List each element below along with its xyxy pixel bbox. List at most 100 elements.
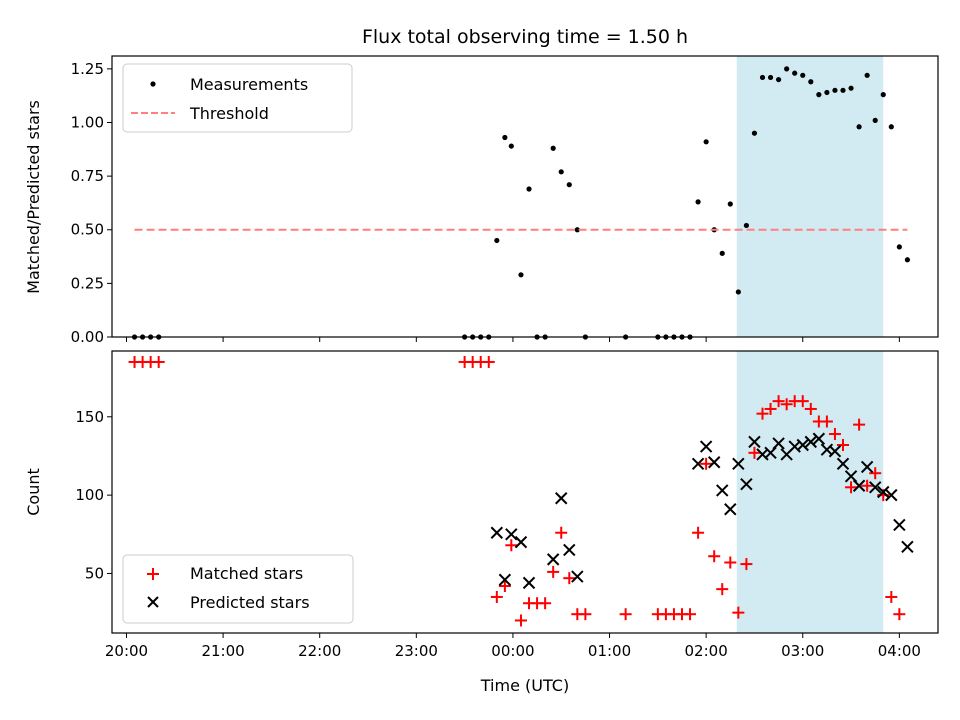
measurement-point: [824, 89, 830, 96]
measurement-point: [526, 186, 532, 192]
measurement-point: [800, 72, 806, 78]
y-tick-label: 0.00: [71, 328, 104, 346]
measurement-point: [784, 66, 790, 72]
top-marks: [131, 66, 911, 340]
matched-stars-point: [505, 539, 518, 552]
measurement-point: [896, 244, 902, 250]
x-tick-label: 01:00: [588, 642, 631, 660]
top-legend: Measurements Threshold: [122, 63, 353, 133]
matched-stars-point: [490, 590, 503, 603]
matched-stars-point: [740, 558, 753, 571]
measurement-point: [832, 87, 838, 93]
x-tick-label: 20:00: [105, 642, 148, 660]
bottom-legend-box: [122, 554, 354, 624]
measurement-point: [566, 182, 572, 188]
measurement-point: [759, 74, 766, 81]
predicted-stars-point: [828, 445, 842, 458]
matched-stars-point: [756, 407, 769, 420]
matched-stars-point: [853, 418, 866, 431]
measurement-point: [743, 222, 749, 229]
top-axes-frame: [111, 55, 939, 338]
matched-stars-point: [708, 550, 721, 563]
measurement-point: [864, 72, 870, 78]
top-y-ticks: 0.00 0.25 0.50 0.75 1.00 1.25: [71, 60, 112, 346]
bottom-marks: [128, 355, 914, 627]
matched-stars-point: [893, 608, 906, 621]
measurement-point: [494, 237, 500, 244]
predicted-stars-point: [772, 437, 785, 450]
bottom-panel: 50 100 150 20:00 21:00 22:00 23:00 00:00 01:00 0…: [24, 350, 939, 695]
matched-stars-point: [579, 608, 592, 621]
measurement-point: [727, 201, 733, 207]
measurement-point: [840, 87, 846, 93]
top-panel: 0.00 0.25 0.50 0.75 1.00 1.25 Matched/Predict…: [24, 55, 939, 346]
bottom-legend: Matched stars Predicted stars: [122, 554, 354, 624]
measurement-point: [856, 124, 862, 130]
matched-stars-point: [796, 395, 809, 408]
bottom-axes-frame: [111, 350, 939, 634]
matched-stars-point: [555, 526, 568, 539]
y-tick-label: 0.50: [71, 221, 104, 239]
measurement-point: [574, 227, 580, 233]
predicted-stars-point: [804, 435, 818, 449]
y-tick-label: 1.00: [71, 113, 104, 131]
predicted-stars-point: [852, 479, 866, 492]
measurement-point: [816, 92, 822, 98]
matched-stars-point: [724, 556, 737, 569]
predicted-stars-point: [885, 488, 898, 502]
matched-stars-point: [869, 467, 882, 480]
x-tick-label: 03:00: [781, 642, 824, 660]
y-tick-label: 1.25: [71, 60, 104, 78]
predicted-stars-point: [498, 573, 512, 586]
predicted-stars-point: [877, 485, 890, 499]
predicted-stars-point: [571, 570, 584, 583]
predicted-stars-point: [812, 432, 826, 445]
x-tick-label: 02:00: [685, 642, 728, 660]
legend-measurements-label: Measurements: [190, 75, 308, 94]
matched-stars-point: [514, 614, 527, 627]
legend-threshold-label: Threshold: [189, 104, 269, 123]
predicted-stars-point: [796, 438, 809, 452]
measurement-point: [888, 124, 894, 130]
y-tick-label: 100: [75, 486, 104, 504]
measurement-point: [550, 145, 556, 151]
measurement-point: [703, 139, 709, 145]
measurement-point: [904, 257, 911, 263]
predicted-stars-point: [691, 457, 705, 471]
legend-matched-plus-icon: [147, 568, 159, 580]
y-tick-label: 50: [85, 564, 104, 582]
matched-stars-point: [780, 398, 793, 411]
legend-predicted-label: Predicted stars: [190, 593, 310, 612]
matched-stars-point: [732, 606, 745, 619]
matched-stars-point: [885, 590, 898, 603]
x-tick-label: 23:00: [395, 642, 438, 660]
x-axis-label: Time (UTC): [480, 676, 569, 695]
matched-stars-point: [764, 402, 777, 415]
matched-stars-point: [716, 583, 729, 596]
measurement-point: [751, 130, 758, 136]
matched-stars-point: [152, 355, 165, 368]
predicted-stars-point: [546, 553, 560, 566]
legend-predicted-x-icon: [147, 596, 159, 608]
top-x-ticks: [125, 337, 900, 342]
x-tick-label: 00:00: [491, 642, 534, 660]
y-tick-label: 0.75: [71, 167, 104, 185]
predicted-stars-point: [505, 528, 518, 541]
measurement-point: [880, 92, 886, 98]
predicted-stars-point: [522, 576, 536, 590]
measurement-point: [735, 289, 741, 295]
matched-stars-point: [539, 597, 552, 610]
x-tick-label: 04:00: [878, 642, 921, 660]
measurement-point: [719, 250, 725, 256]
predicted-stars-point: [836, 457, 850, 471]
measurement-point: [767, 74, 774, 81]
bottom-shaded-region: [736, 351, 884, 633]
matched-stars-point: [804, 402, 817, 415]
matched-stars-point: [828, 428, 841, 441]
legend-measurements-dot-icon: [150, 81, 156, 87]
measurement-point: [518, 272, 524, 278]
predicted-stars-point: [707, 456, 721, 469]
predicted-stars-point: [555, 492, 568, 505]
y-tick-label: 150: [75, 408, 104, 426]
